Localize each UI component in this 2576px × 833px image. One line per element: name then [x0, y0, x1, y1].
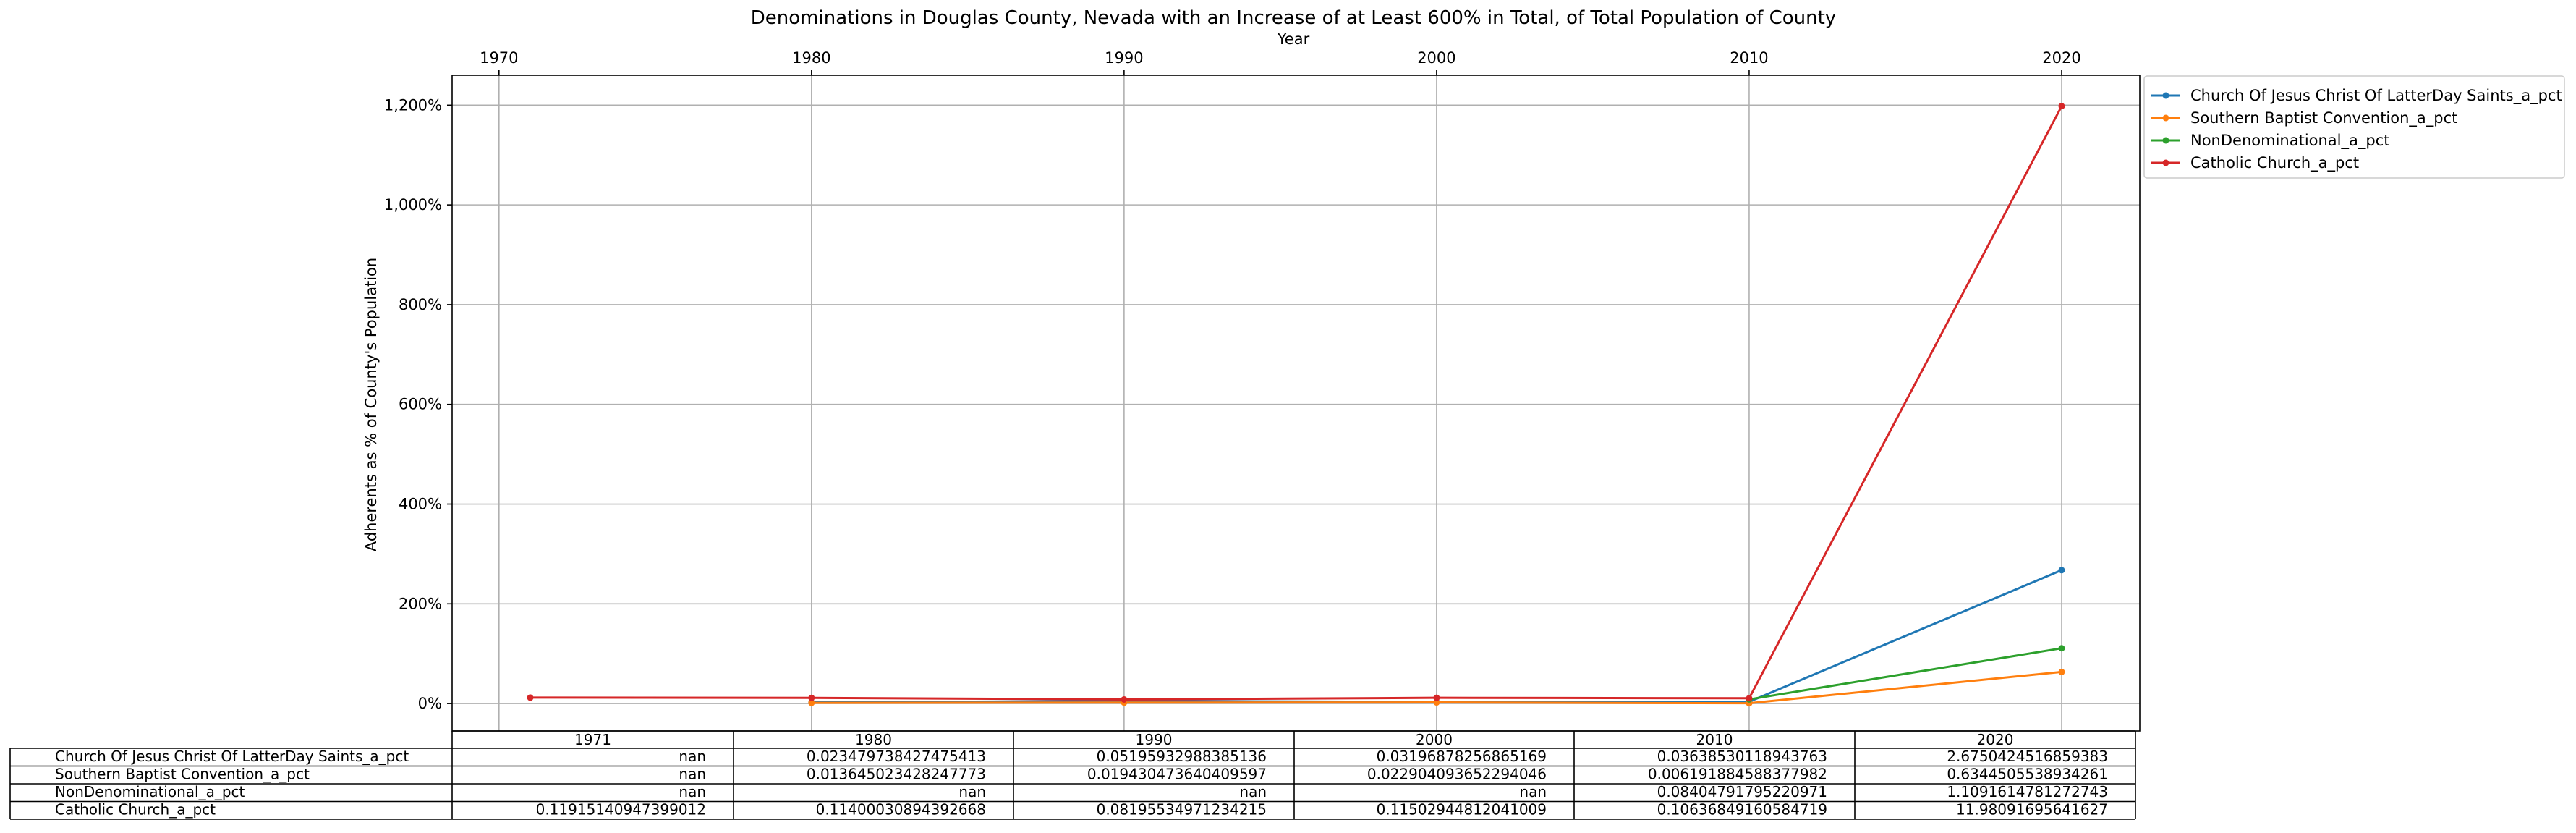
series-layer [527, 103, 2065, 707]
table-cell: 0.11400030894392668 [816, 801, 986, 819]
x-tick-label: 1990 [1105, 49, 1143, 67]
data-point [2058, 103, 2065, 110]
y-tick-label: 1,200% [384, 96, 442, 114]
table-row-label: Church Of Jesus Christ Of LatterDay Sain… [55, 748, 409, 765]
legend-marker [2162, 92, 2169, 99]
y-tick-label: 800% [399, 296, 442, 313]
series-line [530, 105, 2063, 701]
grid [452, 75, 2140, 731]
x-tick-label: 2010 [1730, 49, 1768, 67]
x-axis-label: Year [1277, 30, 1310, 48]
legend-marker [2162, 159, 2169, 166]
table-cell: nan [679, 783, 706, 800]
y-axis: 0% 200% 400% 600% 800% 1,000% 1,200% [384, 96, 452, 712]
y-tick-label: 0% [418, 695, 442, 712]
table-cell: 1.1091614781272743 [1947, 783, 2108, 800]
table-cell: nan [679, 766, 706, 783]
chart-title: Denominations in Douglas County, Nevada … [751, 7, 1836, 29]
table-cell: 0.006191884588377982 [1648, 766, 1827, 783]
table-cell: 0.022904093652294046 [1367, 766, 1547, 783]
table-column-header: 1971 [574, 731, 611, 748]
y-tick-label: 600% [399, 396, 442, 413]
data-point [1433, 699, 1440, 706]
table-cell: 2.6750424516859383 [1947, 748, 2108, 765]
data-point [2058, 567, 2065, 574]
series-line [1748, 647, 2062, 701]
data-point [1746, 695, 1753, 702]
plot-frame [451, 75, 2141, 732]
table-row-label: Southern Baptist Convention_a_pct [55, 766, 310, 783]
data-point [808, 694, 815, 701]
legend: Church Of Jesus Christ Of LatterDay Sain… [2143, 75, 2565, 179]
table-cell: 11.98091695641627 [1956, 801, 2108, 819]
legend-label: Southern Baptist Convention_a_pct [2190, 109, 2457, 127]
table-cell: 0.013645023428247773 [807, 766, 986, 783]
table-cell: 0.03638530118943763 [1657, 748, 1827, 765]
legend-box [2143, 75, 2565, 179]
data-point [1121, 695, 1128, 703]
data-point [2058, 645, 2065, 652]
table-cell: 0.11915140947399012 [536, 801, 706, 819]
y-tick-label: 400% [399, 496, 442, 513]
table-cell: 0.08195534971234215 [1097, 801, 1267, 819]
table-cell: nan [1239, 783, 1267, 800]
table-cell: nan [1519, 783, 1547, 800]
y-axis-label: Adherents as % of County's Population [362, 258, 380, 551]
table-cell: 0.08404791795220971 [1657, 783, 1827, 800]
legend-label: NonDenominational_a_pct [2190, 132, 2390, 150]
table-row-label: NonDenominational_a_pct [55, 783, 245, 800]
legend-label: Church Of Jesus Christ Of LatterDay Sain… [2190, 87, 2562, 105]
table-column-header: 1990 [1136, 731, 1173, 748]
data-point [808, 699, 815, 706]
legend-marker [2162, 137, 2169, 144]
data-point [1433, 694, 1440, 701]
x-tick-label: 1970 [480, 49, 518, 67]
data-point [527, 694, 534, 701]
legend-marker [2162, 114, 2169, 122]
x-tick-label: 2020 [2042, 49, 2080, 67]
table-column-header: 2020 [1977, 731, 2014, 748]
table-cell: 0.10636849160584719 [1657, 801, 1827, 819]
table-column-header: 2000 [1416, 731, 1453, 748]
data-table: 1971 1980 1990 2000 2010 2020 Church Of Jesus … [9, 730, 2136, 820]
table-cell: 0.11502944812041009 [1377, 801, 1547, 819]
x-axis: 1970 1980 1990 2000 2010 2020 [480, 49, 2081, 75]
table-cell: 0.023479738427475413 [807, 748, 986, 765]
table-column-header: 2010 [1696, 731, 1733, 748]
data-point [2058, 668, 2065, 675]
x-tick-label: 2000 [1417, 49, 1455, 67]
table-cell: nan [679, 748, 706, 765]
legend-label: Catholic Church_a_pct [2190, 154, 2359, 172]
x-tick-label: 1980 [792, 49, 830, 67]
table-cell: nan [958, 783, 986, 800]
table-cell: 0.05195932988385136 [1097, 748, 1267, 765]
table-cell: 0.6344505538934261 [1947, 766, 2108, 783]
y-tick-label: 1,000% [384, 196, 442, 213]
table-cell: 0.019430473640409597 [1087, 766, 1267, 783]
table-cell: 0.03196878256865169 [1377, 748, 1547, 765]
y-tick-label: 200% [399, 595, 442, 612]
table-row-label: Catholic Church_a_pct [55, 801, 216, 819]
table-column-header: 1980 [855, 731, 892, 748]
